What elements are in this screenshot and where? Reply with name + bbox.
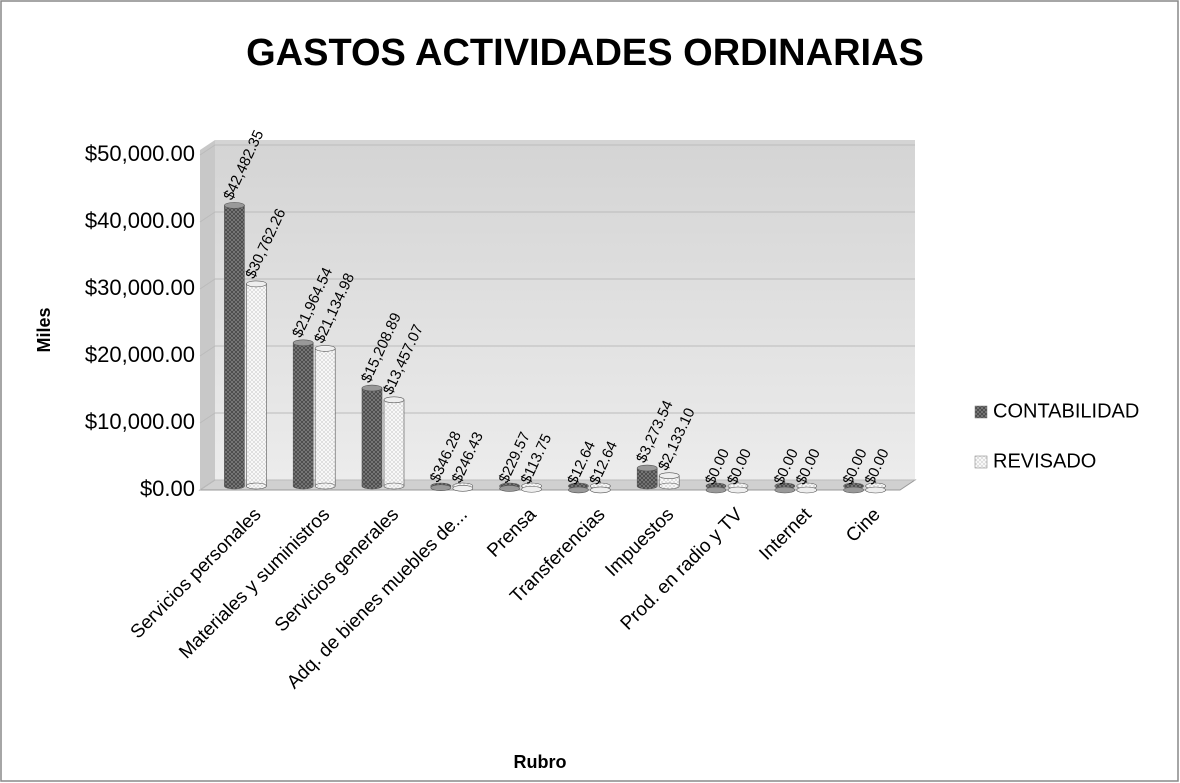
x-axis-title: Rubro xyxy=(514,752,567,772)
bar-cap xyxy=(521,485,542,493)
bar-base xyxy=(658,482,680,490)
bar-base xyxy=(361,482,383,490)
bar-base xyxy=(224,482,245,490)
side-wall xyxy=(200,140,215,490)
bar-cap xyxy=(246,280,267,288)
bar-cap xyxy=(314,345,336,352)
chart-title: GASTOS ACTIVIDADES ORDINARIAS xyxy=(246,32,924,74)
bar-cap xyxy=(590,486,611,494)
bar-cap xyxy=(636,464,658,472)
legend-swatch xyxy=(974,455,988,469)
y-tick-label: $50,000.00 xyxy=(85,141,195,166)
bar-cap xyxy=(430,484,452,491)
bar xyxy=(361,387,383,487)
bar xyxy=(246,283,267,487)
bar-cap xyxy=(705,486,727,494)
bar-cap xyxy=(568,486,589,494)
grid-line xyxy=(199,211,915,223)
bar xyxy=(314,348,336,487)
bar-base xyxy=(314,482,336,490)
bar-cap xyxy=(843,486,864,494)
legend-label: CONTABILIDAD xyxy=(993,400,1139,422)
bar-cap xyxy=(499,485,520,492)
grid-line xyxy=(199,345,915,357)
grid-line xyxy=(199,144,915,156)
y-tick-label: $30,000.00 xyxy=(85,275,195,300)
y-tick-label: $40,000.00 xyxy=(85,208,195,233)
bar-cap xyxy=(292,339,314,347)
bar xyxy=(224,205,245,487)
grid-line xyxy=(199,278,915,290)
grid-line xyxy=(199,412,915,424)
y-tick-label: $10,000.00 xyxy=(85,409,195,434)
bar xyxy=(292,342,314,487)
y-axis-title: Miles xyxy=(34,307,54,352)
bar-base xyxy=(246,482,267,490)
legend-label: REVISADO xyxy=(993,450,1096,472)
y-tick-label: $0.00 xyxy=(140,476,195,501)
y-tick-label: $20,000.00 xyxy=(85,342,195,367)
bar-base xyxy=(292,482,314,490)
bar-cap xyxy=(796,486,818,494)
bar-cap xyxy=(452,485,474,492)
bar-base xyxy=(383,482,405,490)
grid-line xyxy=(199,479,915,491)
bar xyxy=(383,399,405,487)
bar-cap xyxy=(383,396,405,404)
bar-cap xyxy=(727,486,749,494)
bar-cap xyxy=(865,486,886,494)
bar-cap xyxy=(361,384,383,392)
bar-base xyxy=(636,482,658,490)
bar-cap xyxy=(224,202,245,209)
bar-cap xyxy=(774,486,796,494)
legend-swatch xyxy=(974,405,988,419)
bar-cap xyxy=(658,472,680,480)
